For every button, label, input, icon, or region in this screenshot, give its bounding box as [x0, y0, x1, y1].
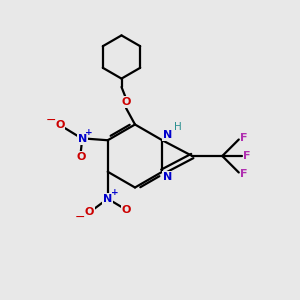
Text: −: − — [46, 114, 56, 127]
Text: N: N — [163, 172, 172, 182]
Text: N: N — [163, 130, 172, 140]
Text: H: H — [174, 122, 182, 132]
Text: +: + — [110, 188, 118, 197]
Text: F: F — [240, 169, 248, 179]
Text: O: O — [84, 207, 94, 217]
Text: O: O — [122, 205, 131, 215]
Text: N: N — [78, 134, 87, 144]
Text: +: + — [85, 128, 93, 137]
Text: −: − — [75, 211, 86, 224]
Text: H: H — [174, 122, 182, 132]
Text: N: N — [163, 172, 172, 182]
Text: N: N — [103, 194, 112, 204]
Text: F: F — [240, 133, 248, 143]
Text: O: O — [121, 97, 131, 107]
Text: O: O — [76, 152, 86, 162]
Text: F: F — [243, 151, 251, 161]
Text: O: O — [55, 120, 64, 130]
Text: N: N — [163, 130, 172, 140]
